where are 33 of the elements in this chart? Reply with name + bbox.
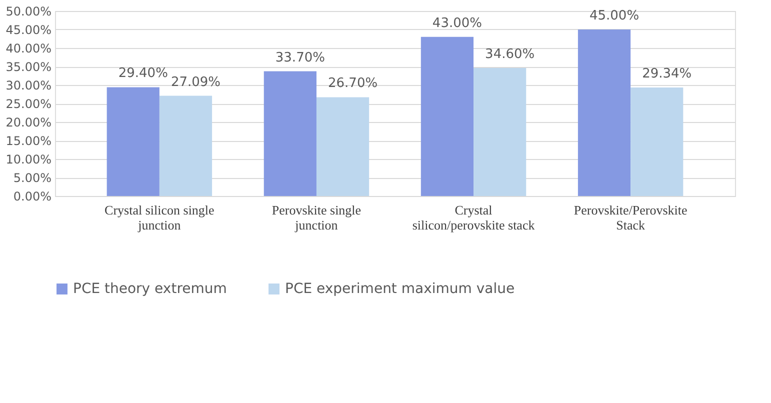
y-tick-label: 5.00% — [13, 171, 52, 185]
bar — [420, 36, 474, 196]
y-tick-label: 40.00% — [6, 42, 52, 56]
y-tick-label: 25.00% — [6, 97, 52, 111]
bar — [316, 97, 370, 196]
x-tick-label: Perovskite/Perovskite Stack — [574, 202, 688, 232]
y-tick-label: 10.00% — [6, 152, 52, 166]
bar — [474, 68, 526, 196]
y-tick-label: 0.00% — [13, 190, 52, 204]
data-label: 29.40% — [118, 66, 168, 82]
y-tick-label: 30.00% — [6, 78, 52, 92]
y-tick-label: 15.00% — [6, 134, 52, 148]
data-label: 27.09% — [170, 74, 221, 90]
bar — [630, 87, 684, 196]
legend-label: PCE theory extremum — [73, 281, 227, 297]
y-tick-label: 20.00% — [6, 116, 52, 130]
bar — [264, 71, 316, 196]
y-tick-label: 35.00% — [6, 60, 52, 74]
x-tick-label: Perovskite single junction — [272, 202, 362, 232]
data-label: 34.60% — [485, 46, 535, 62]
bar — [578, 30, 631, 196]
bar — [159, 96, 212, 196]
data-label: 29.34% — [642, 66, 692, 82]
data-label: 45.00% — [589, 8, 640, 24]
y-tick-label: 50.00% — [6, 4, 52, 18]
data-label: 26.70% — [328, 76, 378, 92]
legend-label: PCE experiment maximum value — [285, 281, 515, 297]
x-tick-label: Crystal silicon single junction — [104, 202, 215, 232]
data-label: 33.70% — [275, 50, 325, 66]
y-tick-label: 45.00% — [6, 23, 52, 37]
x-tick-label: Crystal silicon/perovskite stack — [412, 202, 536, 232]
bar — [106, 87, 160, 196]
data-label: 43.00% — [432, 16, 482, 31]
